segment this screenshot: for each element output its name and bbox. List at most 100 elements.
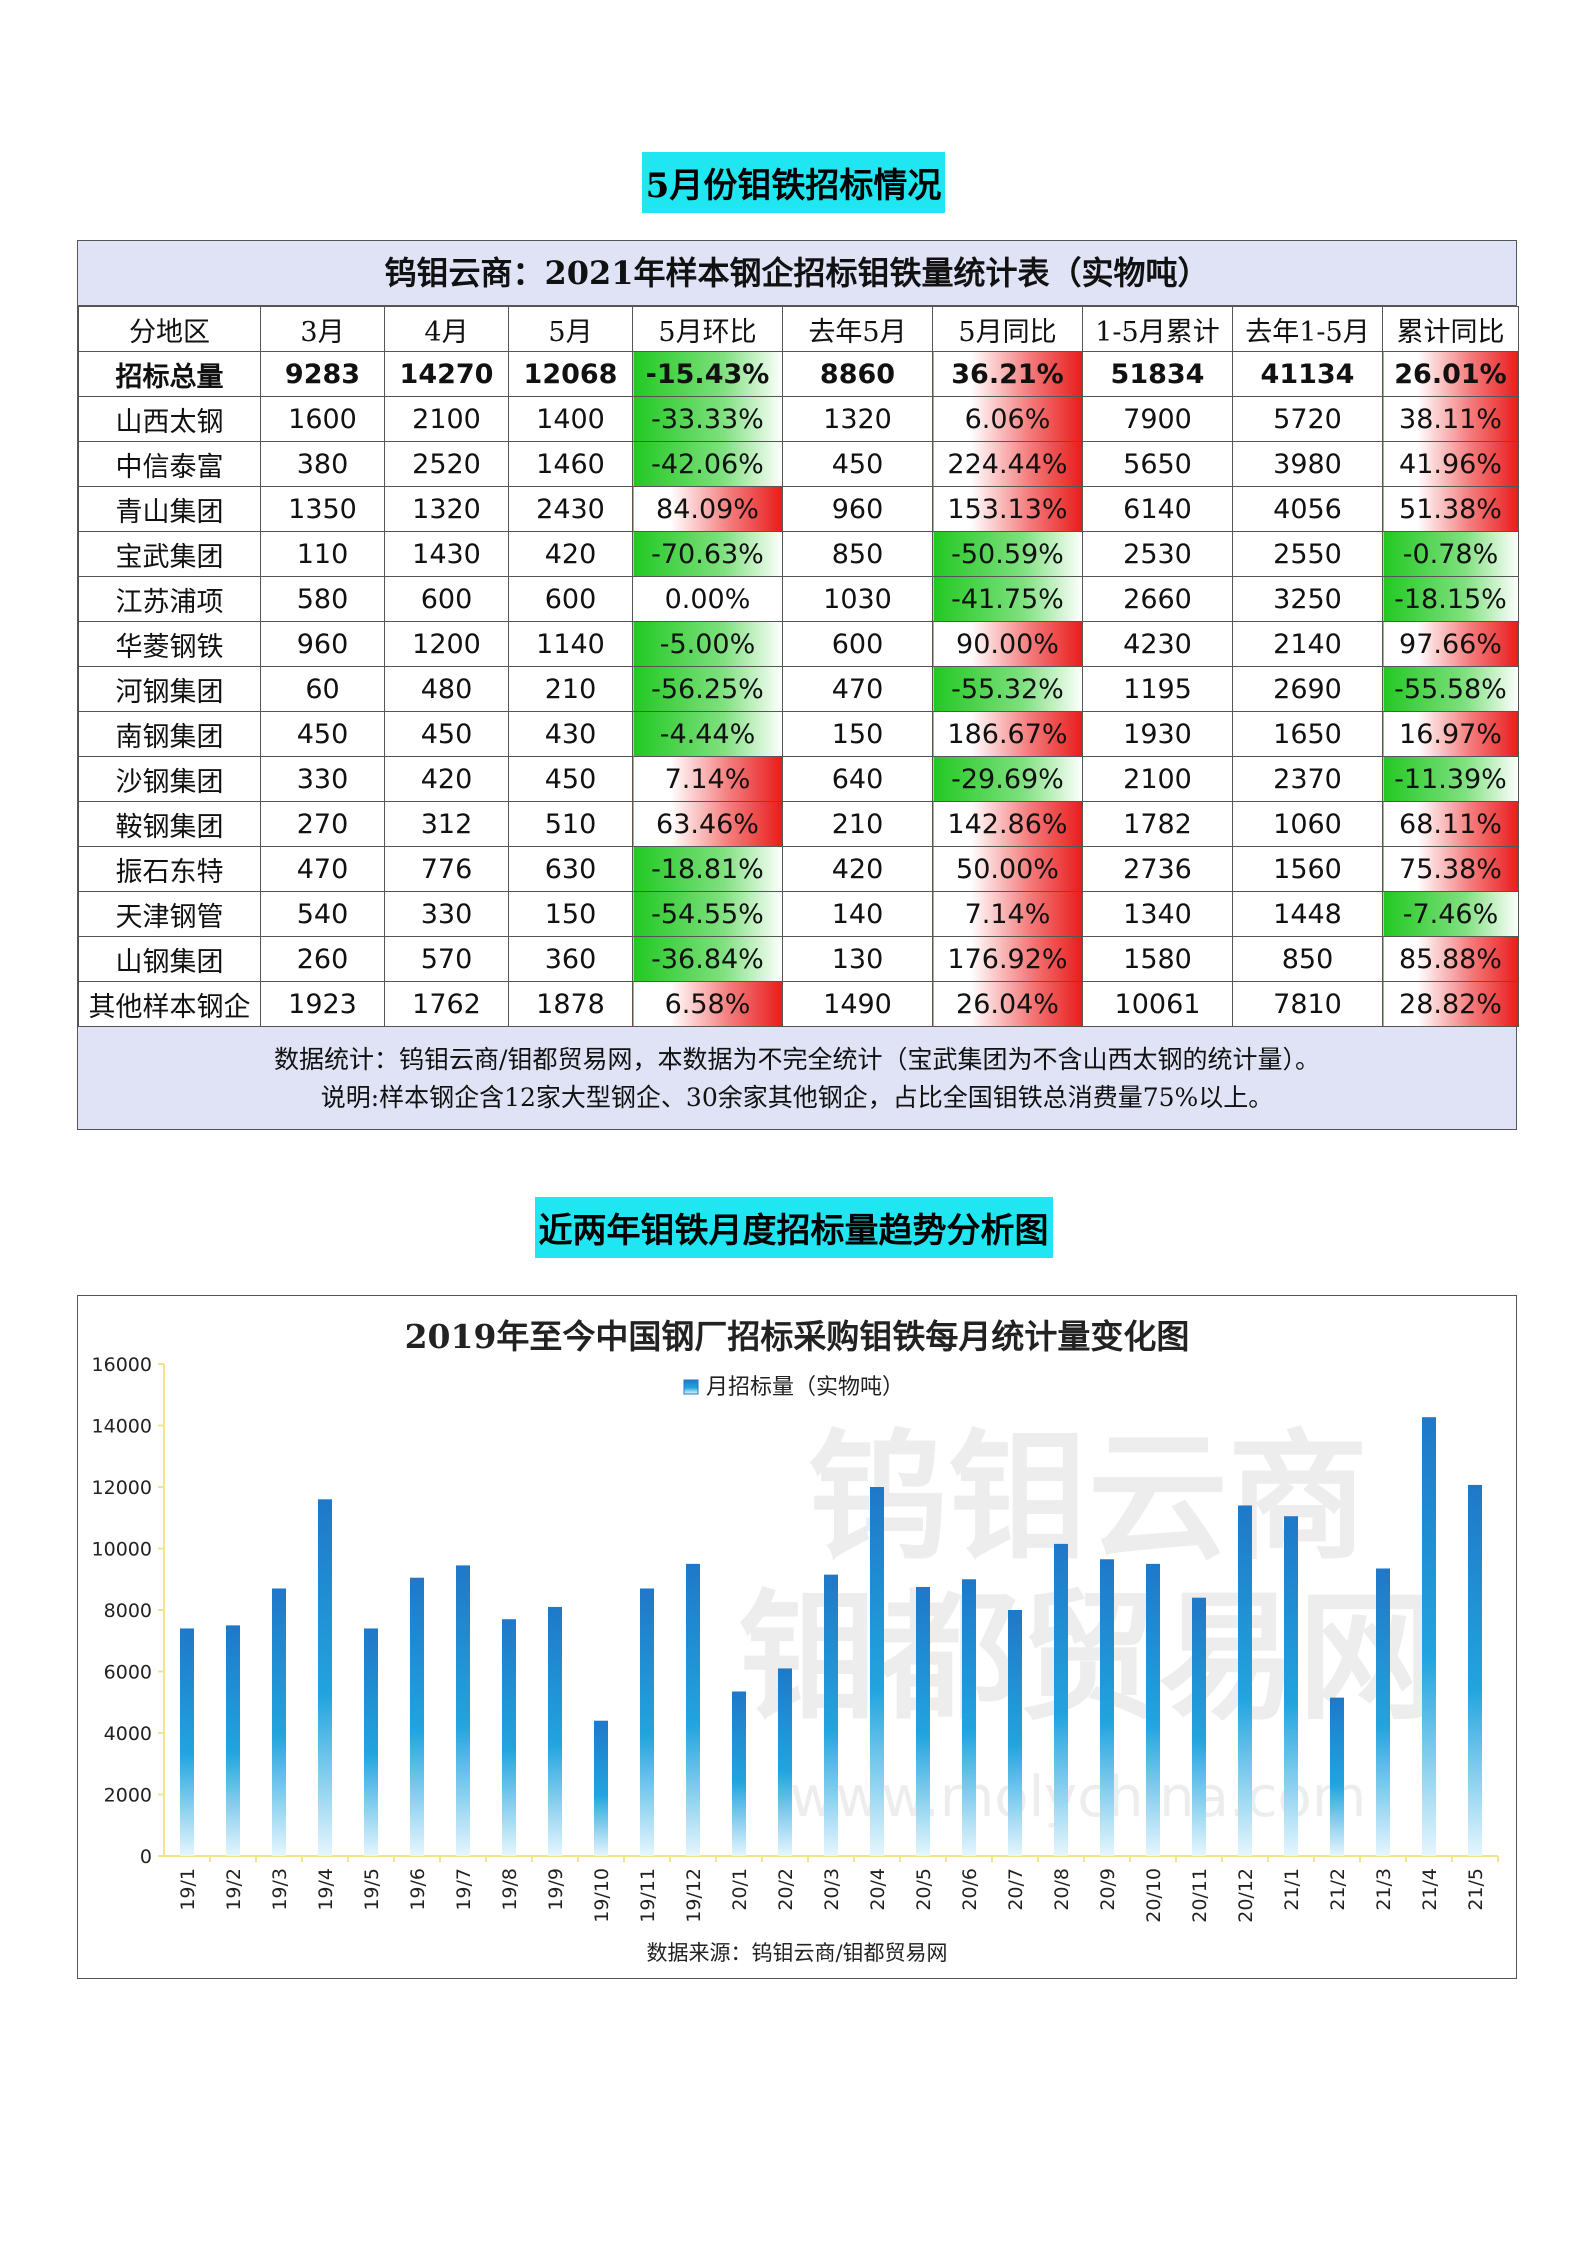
value-cell: 600 bbox=[508, 576, 633, 622]
value-cell: 1060 bbox=[1232, 801, 1383, 847]
bar bbox=[318, 1499, 332, 1856]
percent-cell: 186.67% bbox=[932, 711, 1083, 757]
value-cell: 2520 bbox=[384, 441, 509, 487]
percent-cell: -4.44% bbox=[632, 711, 783, 757]
percent-cell: -33.33% bbox=[632, 396, 783, 442]
bar bbox=[364, 1628, 378, 1856]
value-cell: 10061 bbox=[1082, 981, 1233, 1027]
value-cell: 1490 bbox=[782, 981, 933, 1027]
value-cell: 330 bbox=[260, 756, 385, 802]
bar bbox=[1330, 1697, 1344, 1856]
value-cell: 51834 bbox=[1082, 351, 1233, 397]
value-cell: 1200 bbox=[384, 621, 509, 667]
value-cell: 1923 bbox=[260, 981, 385, 1027]
x-tick-label: 20/6 bbox=[959, 1868, 981, 1911]
x-tick-label: 21/3 bbox=[1373, 1868, 1395, 1911]
x-tick-label: 19/4 bbox=[315, 1868, 337, 1911]
percent-cell: 84.09% bbox=[632, 486, 783, 532]
percent-cell: -56.25% bbox=[632, 666, 783, 712]
row-label: 中信泰富 bbox=[78, 441, 261, 487]
bar bbox=[226, 1625, 240, 1856]
value-cell: 360 bbox=[508, 936, 633, 982]
percent-cell: 7.14% bbox=[932, 891, 1083, 937]
percent-cell: 153.13% bbox=[932, 486, 1083, 532]
percent-cell: -5.00% bbox=[632, 621, 783, 667]
x-tick-label: 21/4 bbox=[1419, 1868, 1441, 1911]
row-label: 沙钢集团 bbox=[78, 756, 261, 802]
y-tick-label: 2000 bbox=[104, 1785, 152, 1807]
value-cell: 1650 bbox=[1232, 711, 1383, 757]
section-title-tender: 5月份钼铁招标情况 bbox=[0, 152, 1587, 213]
value-cell: 450 bbox=[260, 711, 385, 757]
row-label: 山钢集团 bbox=[78, 936, 261, 982]
percent-cell: -0.78% bbox=[1382, 531, 1519, 577]
value-cell: 420 bbox=[782, 846, 933, 892]
value-cell: 600 bbox=[384, 576, 509, 622]
percent-cell: 26.04% bbox=[932, 981, 1083, 1027]
table-row: 中信泰富 380 2520 1460 -42.06% 450 224.44% 5650 3980… bbox=[78, 441, 1519, 487]
y-tick-label: 12000 bbox=[92, 1477, 152, 1499]
table-row: 河钢集团 60 480 210 -56.25% 470 -55.32% 1195 2690 -55… bbox=[78, 666, 1519, 712]
bar bbox=[1100, 1559, 1114, 1856]
x-tick-label: 19/3 bbox=[269, 1868, 291, 1911]
x-tick-label: 20/11 bbox=[1189, 1868, 1211, 1923]
value-cell: 2736 bbox=[1082, 846, 1233, 892]
section-title-trend: 近两年钼铁月度招标量趋势分析图 bbox=[0, 1197, 1587, 1258]
bar bbox=[1284, 1516, 1298, 1856]
value-cell: 420 bbox=[384, 756, 509, 802]
value-cell: 430 bbox=[508, 711, 633, 757]
percent-cell: 7.14% bbox=[632, 756, 783, 802]
row-label: 振石东特 bbox=[78, 846, 261, 892]
bar bbox=[962, 1579, 976, 1856]
x-tick-label: 20/3 bbox=[821, 1868, 843, 1911]
percent-cell: 63.46% bbox=[632, 801, 783, 847]
percent-cell: -18.15% bbox=[1382, 576, 1519, 622]
column-header: 累计同比 bbox=[1382, 306, 1519, 352]
x-tick-label: 20/7 bbox=[1005, 1868, 1027, 1911]
bar bbox=[1146, 1563, 1160, 1856]
value-cell: 1340 bbox=[1082, 891, 1233, 937]
value-cell: 1762 bbox=[384, 981, 509, 1027]
x-tick-label: 19/7 bbox=[453, 1868, 475, 1911]
value-cell: 7810 bbox=[1232, 981, 1383, 1027]
value-cell: 150 bbox=[508, 891, 633, 937]
y-tick-label: 4000 bbox=[104, 1723, 152, 1745]
table-row: 天津钢管 540 330 150 -54.55% 140 7.14% 1340 1448 -7.4… bbox=[78, 891, 1519, 937]
value-cell: 60 bbox=[260, 666, 385, 712]
table-row: 山钢集团 260 570 360 -36.84% 130 176.92% 1580 850 85.… bbox=[78, 936, 1519, 982]
bar bbox=[548, 1606, 562, 1856]
value-cell: 480 bbox=[384, 666, 509, 712]
x-tick-label: 19/9 bbox=[545, 1868, 567, 1911]
percent-cell: -55.58% bbox=[1382, 666, 1519, 712]
chart-title: 2019年至今中国钢厂招标采购钼铁每月统计量变化图 bbox=[405, 1317, 1190, 1356]
value-cell: 2140 bbox=[1232, 621, 1383, 667]
bar bbox=[410, 1577, 424, 1856]
value-cell: 1878 bbox=[508, 981, 633, 1027]
value-cell: 14270 bbox=[384, 351, 509, 397]
value-cell: 850 bbox=[782, 531, 933, 577]
bar bbox=[1192, 1597, 1206, 1856]
value-cell: 1195 bbox=[1082, 666, 1233, 712]
value-cell: 570 bbox=[384, 936, 509, 982]
x-tick-label: 19/11 bbox=[637, 1868, 659, 1923]
row-label: 青山集团 bbox=[78, 486, 261, 532]
row-label: 招标总量 bbox=[78, 351, 261, 397]
x-tick-label: 20/2 bbox=[775, 1868, 797, 1911]
value-cell: 1448 bbox=[1232, 891, 1383, 937]
percent-cell: -42.06% bbox=[632, 441, 783, 487]
value-cell: 1460 bbox=[508, 441, 633, 487]
table-row: 江苏浦项 580 600 600 0.00% 1030 -41.75% 2660 3250 -18… bbox=[78, 576, 1519, 622]
table-row: 招标总量 9283 14270 12068 -15.43% 8860 36.21% 51834… bbox=[78, 351, 1519, 397]
percent-cell: 97.66% bbox=[1382, 621, 1519, 667]
bar bbox=[272, 1588, 286, 1856]
bar bbox=[180, 1628, 194, 1856]
x-tick-label: 21/1 bbox=[1281, 1868, 1303, 1911]
value-cell: 1030 bbox=[782, 576, 933, 622]
percent-cell: -15.43% bbox=[632, 351, 783, 397]
section-title-text: 5月份钼铁招标情况 bbox=[641, 152, 946, 213]
column-header: 5月 bbox=[508, 306, 633, 352]
x-tick-label: 21/5 bbox=[1465, 1868, 1487, 1911]
value-cell: 130 bbox=[782, 936, 933, 982]
x-tick-label: 19/6 bbox=[407, 1868, 429, 1911]
value-cell: 2660 bbox=[1082, 576, 1233, 622]
